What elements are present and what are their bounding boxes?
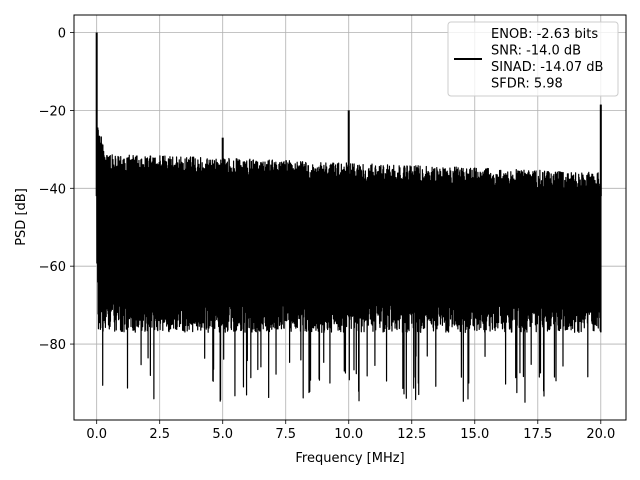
legend-entry-line: SFDR: 5.98 <box>491 77 563 92</box>
y-axis-ticks: 0 −20 −40 −60 −80 <box>39 27 74 353</box>
y-tick-label: −60 <box>39 260 66 275</box>
x-tick-label: 15.0 <box>460 427 489 442</box>
y-tick-label: −20 <box>39 104 66 119</box>
x-axis-ticks: 0.0 2.5 5.0 7.5 10.0 12.5 15.0 17.5 20.0 <box>86 420 615 442</box>
y-tick-label: −80 <box>39 338 66 353</box>
x-tick-label: 20.0 <box>586 427 615 442</box>
psd-trace <box>95 32 602 403</box>
x-tick-label: 12.5 <box>397 427 426 442</box>
x-tick-label: 5.0 <box>212 427 233 442</box>
x-tick-label: 0.0 <box>86 427 107 442</box>
legend-entry-line: ENOB: -2.63 bits <box>491 27 598 42</box>
x-tick-label: 7.5 <box>275 427 296 442</box>
x-tick-label: 10.0 <box>334 427 363 442</box>
legend-box <box>447 21 619 97</box>
y-axis-label: PSD [dB] <box>14 188 29 246</box>
x-tick-label: 17.5 <box>523 427 552 442</box>
y-tick-label: −40 <box>39 182 66 197</box>
x-axis-label: Frequency [MHz] <box>295 451 404 466</box>
legend-entry-line: SNR: -14.0 dB <box>491 44 581 59</box>
legend-entry-line: SINAD: -14.07 dB <box>491 60 603 75</box>
y-tick-label: 0 <box>58 27 66 42</box>
x-tick-label: 2.5 <box>149 427 170 442</box>
plot-frame <box>73 14 627 421</box>
